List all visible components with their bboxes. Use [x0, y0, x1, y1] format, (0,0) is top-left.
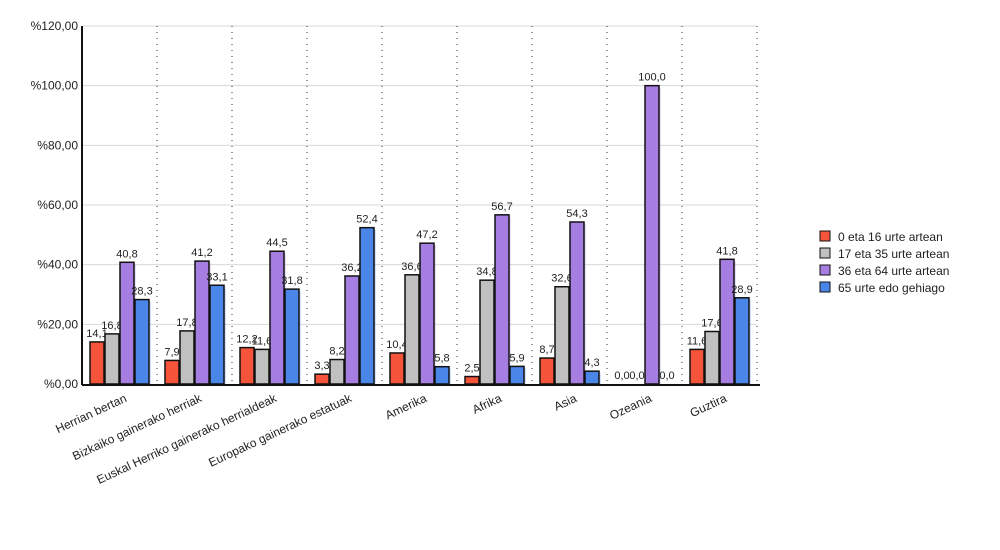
data-label: 11,6 — [687, 335, 708, 347]
data-label: 36,2 — [341, 262, 362, 274]
data-label: 28,9 — [731, 284, 752, 296]
bar — [419, 242, 435, 385]
data-label: 17,6 — [701, 317, 722, 329]
data-label: 12,2 — [236, 334, 257, 346]
bar — [119, 261, 135, 385]
data-label: 36,6 — [401, 261, 422, 273]
y-tick-label: %40,00 — [37, 258, 78, 272]
bar — [464, 375, 480, 385]
legend-label: 0 eta 16 urte artean — [838, 230, 943, 244]
data-label: 40,8 — [116, 248, 137, 260]
bar — [164, 359, 180, 385]
y-tick-label: %80,00 — [37, 138, 78, 152]
bar — [269, 250, 285, 385]
bar — [134, 298, 150, 385]
data-label: 54,3 — [566, 208, 587, 220]
data-label: 0,0 — [659, 370, 674, 382]
data-label: 52,4 — [356, 214, 377, 226]
data-label: 4,3 — [584, 357, 599, 369]
data-label: 5,9 — [509, 352, 524, 364]
bar — [479, 279, 495, 385]
bar — [494, 214, 510, 385]
bar — [404, 274, 420, 385]
x-tick-label: Bizkaiko gainerako herriak — [70, 391, 204, 464]
bar — [434, 365, 450, 385]
y-tick-label: %100,00 — [31, 79, 79, 93]
y-tick-label: %120,00 — [31, 19, 79, 33]
data-label: 8,2 — [329, 346, 344, 358]
x-tick-label: Ozeania — [607, 391, 654, 423]
legend-swatch — [819, 281, 831, 293]
data-label: 11,6 — [252, 335, 273, 347]
bar — [539, 357, 555, 385]
data-label: 100,0 — [638, 72, 666, 84]
bar — [254, 348, 270, 385]
data-label: 7,9 — [164, 346, 179, 358]
data-label: 28,3 — [131, 286, 152, 298]
x-tick-label: Amerika — [383, 391, 429, 422]
bar — [314, 373, 330, 385]
bar — [104, 333, 120, 385]
bar — [389, 352, 405, 385]
legend-label: 36 eta 64 urte artean — [838, 264, 949, 278]
bar — [359, 226, 375, 385]
data-label: 5,8 — [434, 353, 449, 365]
data-label: 41,8 — [716, 245, 737, 257]
data-label: 34,8 — [476, 266, 497, 278]
data-label: 0,0 — [629, 370, 644, 382]
data-label: 3,3 — [314, 360, 329, 372]
bar — [209, 284, 225, 385]
bar — [179, 330, 195, 385]
bar — [239, 346, 255, 385]
bar — [284, 288, 300, 385]
y-tick-label: %0,00 — [44, 377, 78, 391]
data-label: 56,7 — [491, 201, 512, 213]
bar — [704, 330, 720, 385]
bar — [734, 297, 750, 385]
x-tick-label: Guztira — [688, 391, 729, 420]
data-label: 41,2 — [191, 247, 212, 259]
bar — [89, 341, 105, 385]
data-label: 17,8 — [176, 317, 197, 329]
legend-label: 65 urte edo gehiago — [838, 281, 945, 295]
data-label: 16,8 — [101, 320, 122, 332]
legend-label: 17 eta 35 urte artean — [838, 247, 949, 261]
x-tick-label: Asia — [552, 391, 579, 414]
legend-swatch — [819, 230, 831, 242]
bar — [644, 84, 660, 385]
data-label: 44,5 — [266, 237, 287, 249]
bar — [344, 275, 360, 385]
data-label: 8,7 — [539, 344, 554, 356]
data-label: 47,2 — [416, 229, 437, 241]
data-label: 2,5 — [464, 363, 479, 375]
bar — [719, 258, 735, 385]
bar — [554, 285, 570, 385]
y-tick-label: %60,00 — [37, 198, 78, 212]
bar — [689, 348, 705, 385]
bar — [569, 221, 585, 385]
legend-swatch — [819, 247, 831, 259]
bar — [329, 358, 345, 385]
data-label: 14,1 — [86, 328, 107, 340]
data-label: 31,8 — [281, 275, 302, 287]
data-label: 10,4 — [386, 339, 407, 351]
bar — [509, 365, 525, 385]
bar — [584, 370, 600, 385]
x-tick-label: Europako gainerako estatuak — [206, 391, 354, 470]
data-label: 33,1 — [206, 271, 227, 283]
legend-swatch — [819, 264, 831, 276]
y-tick-label: %20,00 — [37, 317, 78, 331]
x-tick-label: Afrika — [470, 391, 504, 417]
data-label: 0,0 — [614, 370, 629, 382]
data-label: 32,6 — [551, 273, 572, 285]
